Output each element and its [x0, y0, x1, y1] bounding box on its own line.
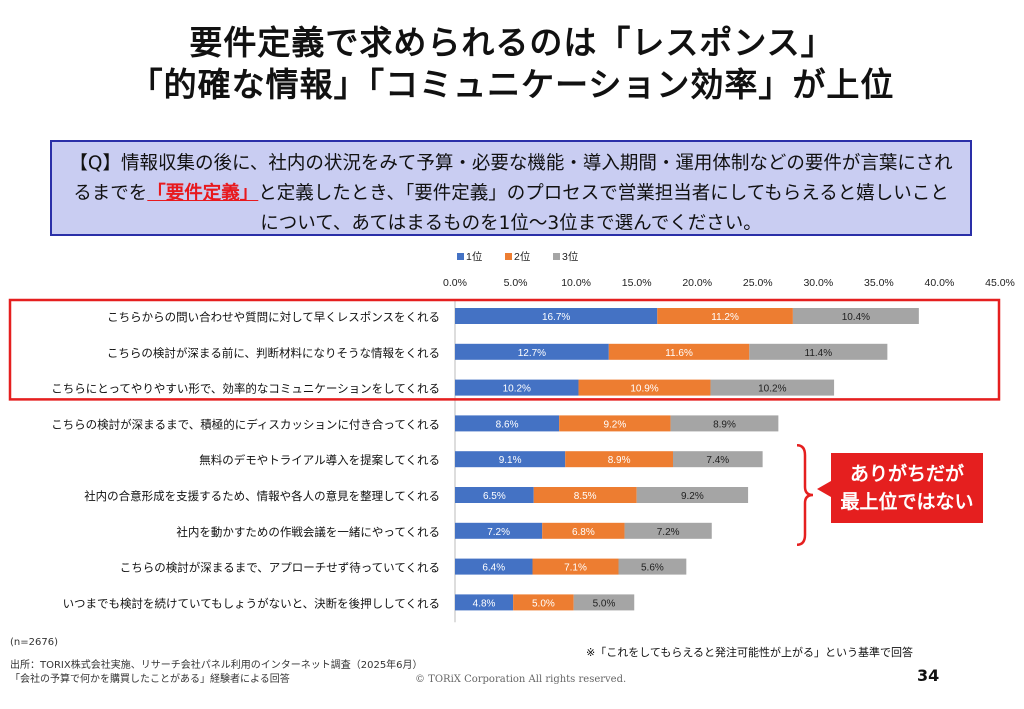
page-number: 34 [917, 666, 940, 685]
data-label: 11.4% [805, 348, 833, 359]
source-line1: 出所：TORIX株式会社実施、リサーチ会社パネル利用のインターネット調査（202… [10, 660, 423, 671]
data-label: 11.6% [665, 348, 693, 359]
x-tick-label: 30.0% [803, 277, 833, 289]
stacked-bar-chart: 1位 2位 3位 0.0% 5.0% 10.0% 15.0% 20.0% 25.0% 30.0% 3… [8, 250, 1015, 623]
bar-segment [657, 308, 793, 324]
x-tick-label: 45.0% [985, 277, 1015, 289]
data-label: 9.2% [681, 491, 704, 502]
bar-segment [455, 308, 658, 324]
category-label: こちらの検討が深まるまで、積極的にディスカッションに付き合ってくれる [51, 417, 440, 431]
bar-segment [608, 343, 750, 360]
data-label: 9.2% [603, 419, 626, 430]
data-label: 5.0% [532, 598, 555, 609]
x-tick-label: 10.0% [561, 277, 591, 289]
bar-segment [624, 522, 712, 539]
x-tick-label: 15.0% [622, 277, 652, 289]
x-tick-label: 40.0% [925, 277, 955, 289]
question-text-2: と定義したとき、「要件定義」のプロセスで営業担当者にしてもらえると嬉しいことにつ… [258, 183, 949, 234]
bar-segment [455, 415, 560, 432]
data-label: 8.9% [608, 455, 631, 466]
data-label: 9.1% [499, 455, 522, 466]
bar-segment [636, 487, 749, 503]
data-label: 8.6% [496, 419, 519, 430]
category-label: こちらにとってやりやすい形で、効率的なコミュニケーションをしてくれる [51, 382, 440, 396]
category-label: いつまでも検討を続けていてもしょうがないと、決断を後押ししてくれる [63, 596, 440, 610]
legend-label: 2位 [514, 250, 531, 263]
source-line2: 「会社の予算で何かを購買したことがある」経験者による回答 [10, 674, 290, 685]
category-label: こちらの検討が深まるまで、アプローチせず待っていてくれる [120, 561, 440, 575]
bar-segment [455, 522, 543, 539]
x-tick-label: 5.0% [504, 277, 528, 289]
page-title-line1: 要件定義で求められるのは「レスポンス」 [189, 23, 835, 62]
question-box: 【Q】情報収集の後に、社内の状況をみて予算・必要な機能・導入期間・運用体制などの… [50, 140, 972, 236]
callout-line2: 最上位ではない [840, 491, 974, 513]
question-text-1: 【Q】情報収集の後に、社内の状況をみて予算・必要な機能・導入期間・運用体制などの… [69, 153, 953, 204]
data-label: 12.7% [518, 348, 546, 359]
data-label: 5.0% [593, 598, 616, 609]
bar-segment [455, 379, 579, 396]
data-label: 5.6% [641, 563, 664, 574]
x-tick-label: 20.0% [682, 277, 712, 289]
criteria-note: ※「これをしてもらえると発注可能性が上がる」という基準で回答 [586, 646, 914, 659]
bar-segment [542, 522, 625, 539]
bar-segment [573, 594, 635, 611]
x-tick-label: 25.0% [743, 277, 773, 289]
data-label: 16.7% [542, 312, 570, 323]
question-highlight: 「要件定義」 [147, 183, 259, 204]
legend-label: 1位 [466, 250, 483, 263]
bar-segment [455, 594, 514, 611]
category-label: こちらの検討が深まる前に、判断材料になりそうな情報をくれる [107, 346, 440, 360]
data-label: 6.8% [572, 527, 595, 538]
category-label: こちらからの問い合わせや質問に対して早くレスポンスをくれる [107, 310, 440, 324]
bar-segment [670, 415, 779, 432]
bar-segment [455, 558, 533, 575]
copyright: © TORiX Corporation All rights reserved. [415, 674, 627, 685]
bar-segment [532, 558, 619, 575]
bar-segment [565, 451, 673, 468]
legend-swatch [505, 253, 512, 260]
data-label: 7.4% [706, 455, 729, 466]
data-label: 8.9% [713, 419, 736, 430]
data-label: 10.4% [842, 312, 870, 323]
data-label: 7.2% [487, 527, 510, 538]
callout-bubble: ありがちだが 最上位ではない [817, 453, 983, 523]
callout-line1: ありがちだが [849, 463, 964, 485]
data-label: 4.8% [473, 598, 496, 609]
x-tick-label: 0.0% [443, 277, 467, 289]
bracket [796, 443, 814, 547]
page-title-line2: 「的確な情報」「コミュニケーション効率」が上位 [129, 65, 895, 104]
data-label: 10.9% [630, 384, 658, 395]
bar-segment [578, 379, 711, 396]
bar-segment [513, 594, 574, 611]
category-label: 社内を動かすための作戦会議を一緒にやってくれる [176, 525, 440, 539]
bar-segment [533, 487, 637, 503]
bar-segment [710, 379, 835, 396]
data-label: 6.5% [483, 491, 506, 502]
bar-segment [455, 343, 609, 360]
bar-segment [455, 451, 566, 468]
sample-size: (n=2676) [10, 637, 58, 648]
bar-segment [455, 487, 534, 503]
data-label: 8.5% [574, 491, 597, 502]
data-label: 7.1% [564, 563, 587, 574]
highlight-box [8, 298, 1001, 401]
data-label: 10.2% [503, 384, 531, 395]
bar-segment [673, 451, 763, 468]
legend-label: 3位 [562, 250, 579, 263]
data-label: 7.2% [657, 527, 680, 538]
bar-segment [749, 343, 888, 360]
category-label: 社内の合意形成を支援するため、情報や各人の意見を整理してくれる [84, 489, 440, 503]
category-label: 無料のデモやトライアル導入を提案してくれる [199, 453, 440, 467]
legend-swatch [457, 253, 464, 260]
bar-segment [559, 415, 671, 432]
legend-swatch [553, 253, 560, 260]
data-label: 11.2% [711, 312, 739, 323]
x-tick-label: 35.0% [864, 277, 894, 289]
data-label: 6.4% [482, 563, 505, 574]
bar-segment [792, 308, 919, 324]
data-label: 10.2% [758, 384, 786, 395]
bar-segment [618, 558, 687, 575]
